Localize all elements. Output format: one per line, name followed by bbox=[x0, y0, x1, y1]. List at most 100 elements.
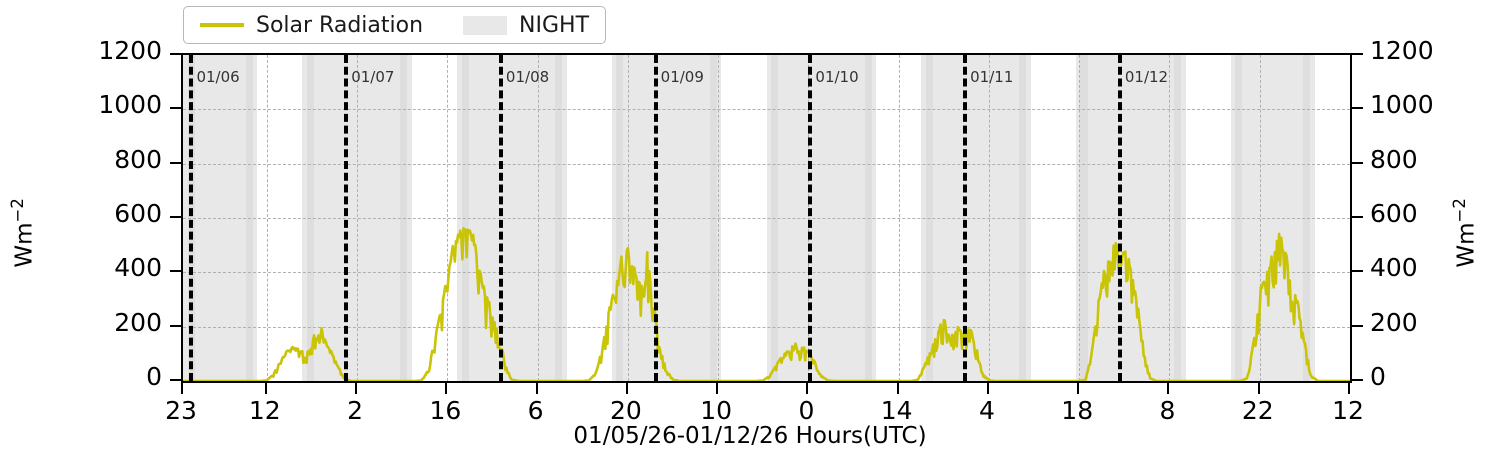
legend-label-solar-radiation: Solar Radiation bbox=[256, 12, 424, 38]
y-tick-label-right: 0 bbox=[1370, 362, 1386, 391]
y-tick-label-left: 800 bbox=[114, 144, 162, 174]
legend-entry-night: NIGHT bbox=[463, 13, 589, 38]
y-tick-label-left: 200 bbox=[114, 307, 162, 337]
plot-area: 01/06 01/07 01/08 01/09 01/10 01/11 01/12 bbox=[181, 53, 1352, 383]
day-divider-line bbox=[808, 55, 813, 381]
x-tick-label: 23 bbox=[165, 396, 197, 425]
x-tick-label: 22 bbox=[1241, 396, 1274, 425]
day-divider-line bbox=[344, 55, 349, 381]
gridline-vertical bbox=[266, 55, 268, 381]
gridline-vertical bbox=[1259, 55, 1261, 381]
legend-line-swatch-icon bbox=[200, 23, 244, 27]
y-tick-mark-left bbox=[170, 216, 181, 218]
y-tick-mark-right bbox=[1352, 270, 1363, 273]
x-tick-mark bbox=[1257, 383, 1260, 394]
day-label: 01/12 bbox=[1124, 68, 1169, 86]
day-divider-line bbox=[189, 55, 194, 381]
x-tick-mark bbox=[535, 383, 538, 394]
y-tick-mark-left bbox=[170, 161, 181, 164]
y-tick-mark-right bbox=[1352, 379, 1363, 381]
day-label: 01/09 bbox=[660, 68, 704, 86]
y-axis-title-left-exponent: −2 bbox=[7, 198, 27, 223]
x-tick-mark bbox=[445, 383, 448, 394]
y-tick-label-right: 1200 bbox=[1370, 36, 1434, 65]
x-tick-label: 12 bbox=[1332, 396, 1364, 425]
x-tick-mark bbox=[896, 383, 899, 394]
x-tick-mark bbox=[986, 383, 989, 394]
y-axis-title-right-base: Wm bbox=[1453, 222, 1480, 268]
x-tick-label: 14 bbox=[880, 396, 913, 425]
day-divider-line bbox=[498, 55, 503, 381]
x-tick-label: 18 bbox=[1061, 396, 1094, 425]
y-tick-mark-left bbox=[170, 379, 181, 381]
gridline-horizontal bbox=[183, 326, 1350, 328]
x-tick-mark bbox=[181, 383, 183, 394]
gridline-vertical bbox=[988, 55, 990, 381]
y-axis-title-left: Wm−2 bbox=[8, 198, 38, 268]
solar-radiation-series bbox=[183, 55, 1350, 381]
x-tick-mark bbox=[1348, 383, 1350, 394]
x-tick-label: 12 bbox=[248, 396, 281, 425]
day-label: 01/07 bbox=[351, 68, 395, 86]
gridline-vertical bbox=[627, 55, 629, 381]
gridline-horizontal bbox=[183, 272, 1350, 274]
gridline-vertical bbox=[537, 55, 539, 381]
y-tick-label-left: 400 bbox=[114, 253, 162, 283]
x-tick-label: 8 bbox=[1159, 396, 1176, 425]
day-label: 01/06 bbox=[196, 68, 240, 86]
x-tick-label: 6 bbox=[527, 396, 544, 425]
y-tick-label-right: 1000 bbox=[1370, 90, 1434, 120]
legend-patch-swatch-icon bbox=[463, 15, 508, 35]
solar-radiation-line bbox=[183, 228, 1350, 381]
gridline-vertical bbox=[357, 55, 359, 381]
x-tick-mark bbox=[355, 383, 358, 394]
day-label: 01/08 bbox=[505, 68, 550, 86]
gridline-horizontal bbox=[183, 109, 1350, 111]
y-tick-mark-right bbox=[1352, 324, 1363, 327]
x-tick-mark bbox=[264, 383, 267, 394]
legend-label-night: NIGHT bbox=[519, 12, 590, 38]
y-tick-mark-right bbox=[1352, 161, 1363, 164]
y-tick-mark-right bbox=[1352, 53, 1363, 55]
gridline-vertical bbox=[898, 55, 900, 381]
legend-entry-solar-radiation: Solar Radiation bbox=[200, 13, 423, 38]
gridline-vertical bbox=[447, 55, 449, 381]
y-tick-label-left: 1200 bbox=[98, 36, 162, 65]
y-tick-label-left: 1000 bbox=[98, 90, 162, 120]
day-divider-line bbox=[653, 55, 658, 381]
y-tick-label-left: 0 bbox=[146, 362, 162, 391]
y-axis-title-left-base: Wm bbox=[11, 222, 38, 268]
x-tick-label: 10 bbox=[700, 396, 733, 425]
y-tick-mark-left bbox=[170, 324, 181, 327]
y-tick-label-right: 600 bbox=[1370, 199, 1418, 228]
day-label: 01/10 bbox=[815, 68, 859, 86]
x-tick-mark bbox=[625, 383, 628, 394]
x-tick-mark bbox=[1077, 383, 1080, 394]
x-tick-label: 0 bbox=[798, 396, 815, 425]
x-tick-mark bbox=[806, 383, 809, 394]
y-tick-mark-right bbox=[1352, 107, 1363, 110]
x-tick-label: 2 bbox=[347, 396, 364, 425]
y-tick-mark-left bbox=[170, 107, 181, 110]
y-axis-title-right: Wm−2 bbox=[1450, 198, 1480, 268]
y-axis-title-right-exponent: −2 bbox=[1449, 198, 1469, 223]
day-divider-line bbox=[1117, 55, 1122, 381]
y-tick-mark-right bbox=[1352, 216, 1363, 218]
x-tick-mark bbox=[1167, 383, 1170, 394]
y-tick-mark-left bbox=[170, 270, 181, 273]
x-tick-mark bbox=[716, 383, 719, 394]
x-axis-title: 01/05/26-01/12/26 Hours(UTC) bbox=[573, 423, 927, 449]
day-divider-line bbox=[963, 55, 968, 381]
y-tick-label-right: 400 bbox=[1370, 253, 1418, 283]
y-tick-label-left: 600 bbox=[114, 199, 162, 228]
y-tick-mark-left bbox=[170, 53, 181, 55]
gridline-vertical bbox=[1169, 55, 1171, 381]
gridline-vertical bbox=[718, 55, 720, 381]
gridline-horizontal bbox=[183, 163, 1350, 165]
chart-legend: Solar Radiation NIGHT bbox=[183, 6, 607, 44]
x-tick-label: 16 bbox=[429, 396, 462, 425]
gridline-horizontal bbox=[183, 218, 1350, 219]
x-tick-label: 4 bbox=[978, 396, 995, 425]
gridline-vertical bbox=[1079, 55, 1081, 381]
